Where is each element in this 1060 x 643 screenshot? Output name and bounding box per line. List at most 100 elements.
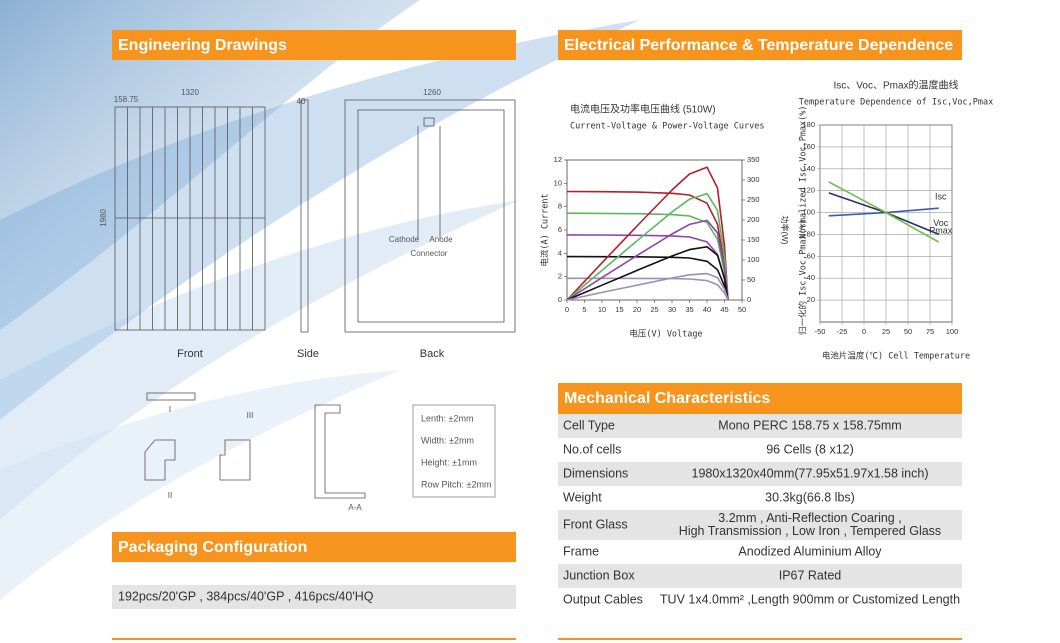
x-tick-label: 15 <box>615 305 623 314</box>
tolerance: Lenth: ±2mm <box>421 413 473 423</box>
series-line <box>828 192 940 236</box>
x-tick-label: 50 <box>738 305 746 314</box>
header-bar <box>558 30 962 60</box>
series-line <box>566 190 729 301</box>
row-value: 3.2mm , Anti-Reflection Coaring , <box>718 511 901 525</box>
y-tick-label: 80 <box>807 229 815 238</box>
row-value: 1980x1320x40mm(77.95x51.97x1.58 inch) <box>692 466 929 480</box>
dimension: 1260 <box>423 88 441 97</box>
y-tick-label: 0 <box>558 295 562 304</box>
series-label: Isc <box>935 192 947 202</box>
section-title: Electrical Performance & Temperature Dep… <box>564 37 953 54</box>
y-tick-label: 10 <box>554 178 562 187</box>
x-tick-label: -50 <box>815 327 826 336</box>
series-line <box>567 277 729 301</box>
series-line <box>566 192 729 301</box>
view-label: Front <box>177 348 203 360</box>
chart-title: Isc、Voc、Pmax的温度曲线 <box>833 79 958 92</box>
header-bar <box>558 383 962 414</box>
x-tick-label: 0 <box>862 327 866 336</box>
row-label: Junction Box <box>563 568 635 582</box>
y-tick-label: 8 <box>558 202 562 211</box>
dimension: 40 <box>297 97 306 106</box>
y-tick-label: 160 <box>802 142 815 151</box>
series-line <box>566 255 729 301</box>
tolerance: Height: ±1mm <box>421 457 477 467</box>
y-tick-label: 60 <box>807 251 815 260</box>
y-tick-label: 6 <box>558 225 562 234</box>
section-title: Packaging Configuration <box>118 539 307 556</box>
dimension: Cathode <box>389 235 420 244</box>
background-swoosh <box>0 0 640 600</box>
series-line <box>566 246 729 301</box>
row-value: 30.3kg(66.8 lbs) <box>765 490 855 504</box>
x-tick-label: 0 <box>565 305 569 314</box>
y2-tick-label: 150 <box>747 235 760 244</box>
row-label: Dimensions <box>563 466 628 480</box>
chart-title: 电流电压及功率电压曲线 (510W) <box>570 103 716 116</box>
x-tick-label: 20 <box>633 305 641 314</box>
y2-tick-label: 350 <box>747 155 760 164</box>
front-view <box>114 106 266 331</box>
y-tick-label: 120 <box>802 186 815 195</box>
series-line <box>566 272 729 301</box>
x-tick-label: 45 <box>720 305 728 314</box>
series-line <box>566 212 729 301</box>
x-tick-label: 25 <box>650 305 658 314</box>
x-axis-label: 电池片温度(℃) Cell Temperature <box>822 351 970 362</box>
series-line <box>566 166 729 301</box>
row-label: Cell Type <box>563 418 615 432</box>
y2-tick-label: 300 <box>747 175 760 184</box>
row-value: 96 Cells (8 x12) <box>766 442 854 456</box>
chart-subtitle: Current-Voltage & Power-Voltage Curves <box>570 122 764 132</box>
table-row <box>558 462 962 486</box>
y-tick-label: 180 <box>802 120 815 129</box>
table-row <box>558 540 962 564</box>
series-label: Pmax <box>929 225 953 235</box>
y2-tick-label: 250 <box>747 195 760 204</box>
x-tick-label: 30 <box>668 305 676 314</box>
row-value: IP67 Rated <box>779 568 842 582</box>
footer-line <box>112 638 516 640</box>
row-label: Weight <box>563 490 602 504</box>
packaging-text: 192pcs/20'GP , 384pcs/40'GP , 416pcs/40'… <box>118 589 374 603</box>
y-tick-label: 40 <box>807 273 815 282</box>
x-tick-label: 5 <box>582 305 586 314</box>
x-tick-label: 35 <box>685 305 693 314</box>
y2-tick-label: 50 <box>747 275 755 284</box>
side-view <box>300 99 309 333</box>
dimension: 158.75 <box>114 95 139 104</box>
x-tick-label: 40 <box>703 305 711 314</box>
view-label: Back <box>420 348 445 360</box>
section-title: Engineering Drawings <box>118 37 287 54</box>
tolerance: Width: ±2mm <box>421 435 474 445</box>
y-tick-label: 20 <box>807 295 815 304</box>
footer-line <box>558 638 962 640</box>
y-tick-label: 4 <box>558 248 562 257</box>
series-line <box>828 181 940 243</box>
detail-label: II <box>168 491 172 500</box>
y2-tick-label: 200 <box>747 215 760 224</box>
y-tick-label: 140 <box>802 164 815 173</box>
row-label: Output Cables <box>563 592 643 606</box>
view-label: Side <box>297 348 319 360</box>
y-tick-label: 12 <box>554 155 562 164</box>
x-tick-label: 10 <box>598 305 606 314</box>
dimension: 1980 <box>99 209 108 227</box>
row-label: Frame <box>563 544 599 558</box>
table-row <box>558 564 962 588</box>
y-tick-label: 100 <box>802 208 815 217</box>
row-value: High Transmission , Low Iron , Tempered … <box>679 524 941 538</box>
dimension: Connector <box>411 249 448 258</box>
row-value: Mono PERC 158.75 x 158.75mm <box>718 418 901 432</box>
y2-tick-label: 0 <box>747 295 751 304</box>
y2-tick-label: 100 <box>747 255 760 264</box>
packaging-band <box>112 585 516 609</box>
detail-label: I <box>169 405 171 414</box>
row-label: Front Glass <box>563 517 628 531</box>
table-row <box>558 438 962 462</box>
table-row <box>558 414 962 438</box>
section-title: Mechanical Characteristics <box>564 390 770 407</box>
x-tick-label: 25 <box>882 327 890 336</box>
